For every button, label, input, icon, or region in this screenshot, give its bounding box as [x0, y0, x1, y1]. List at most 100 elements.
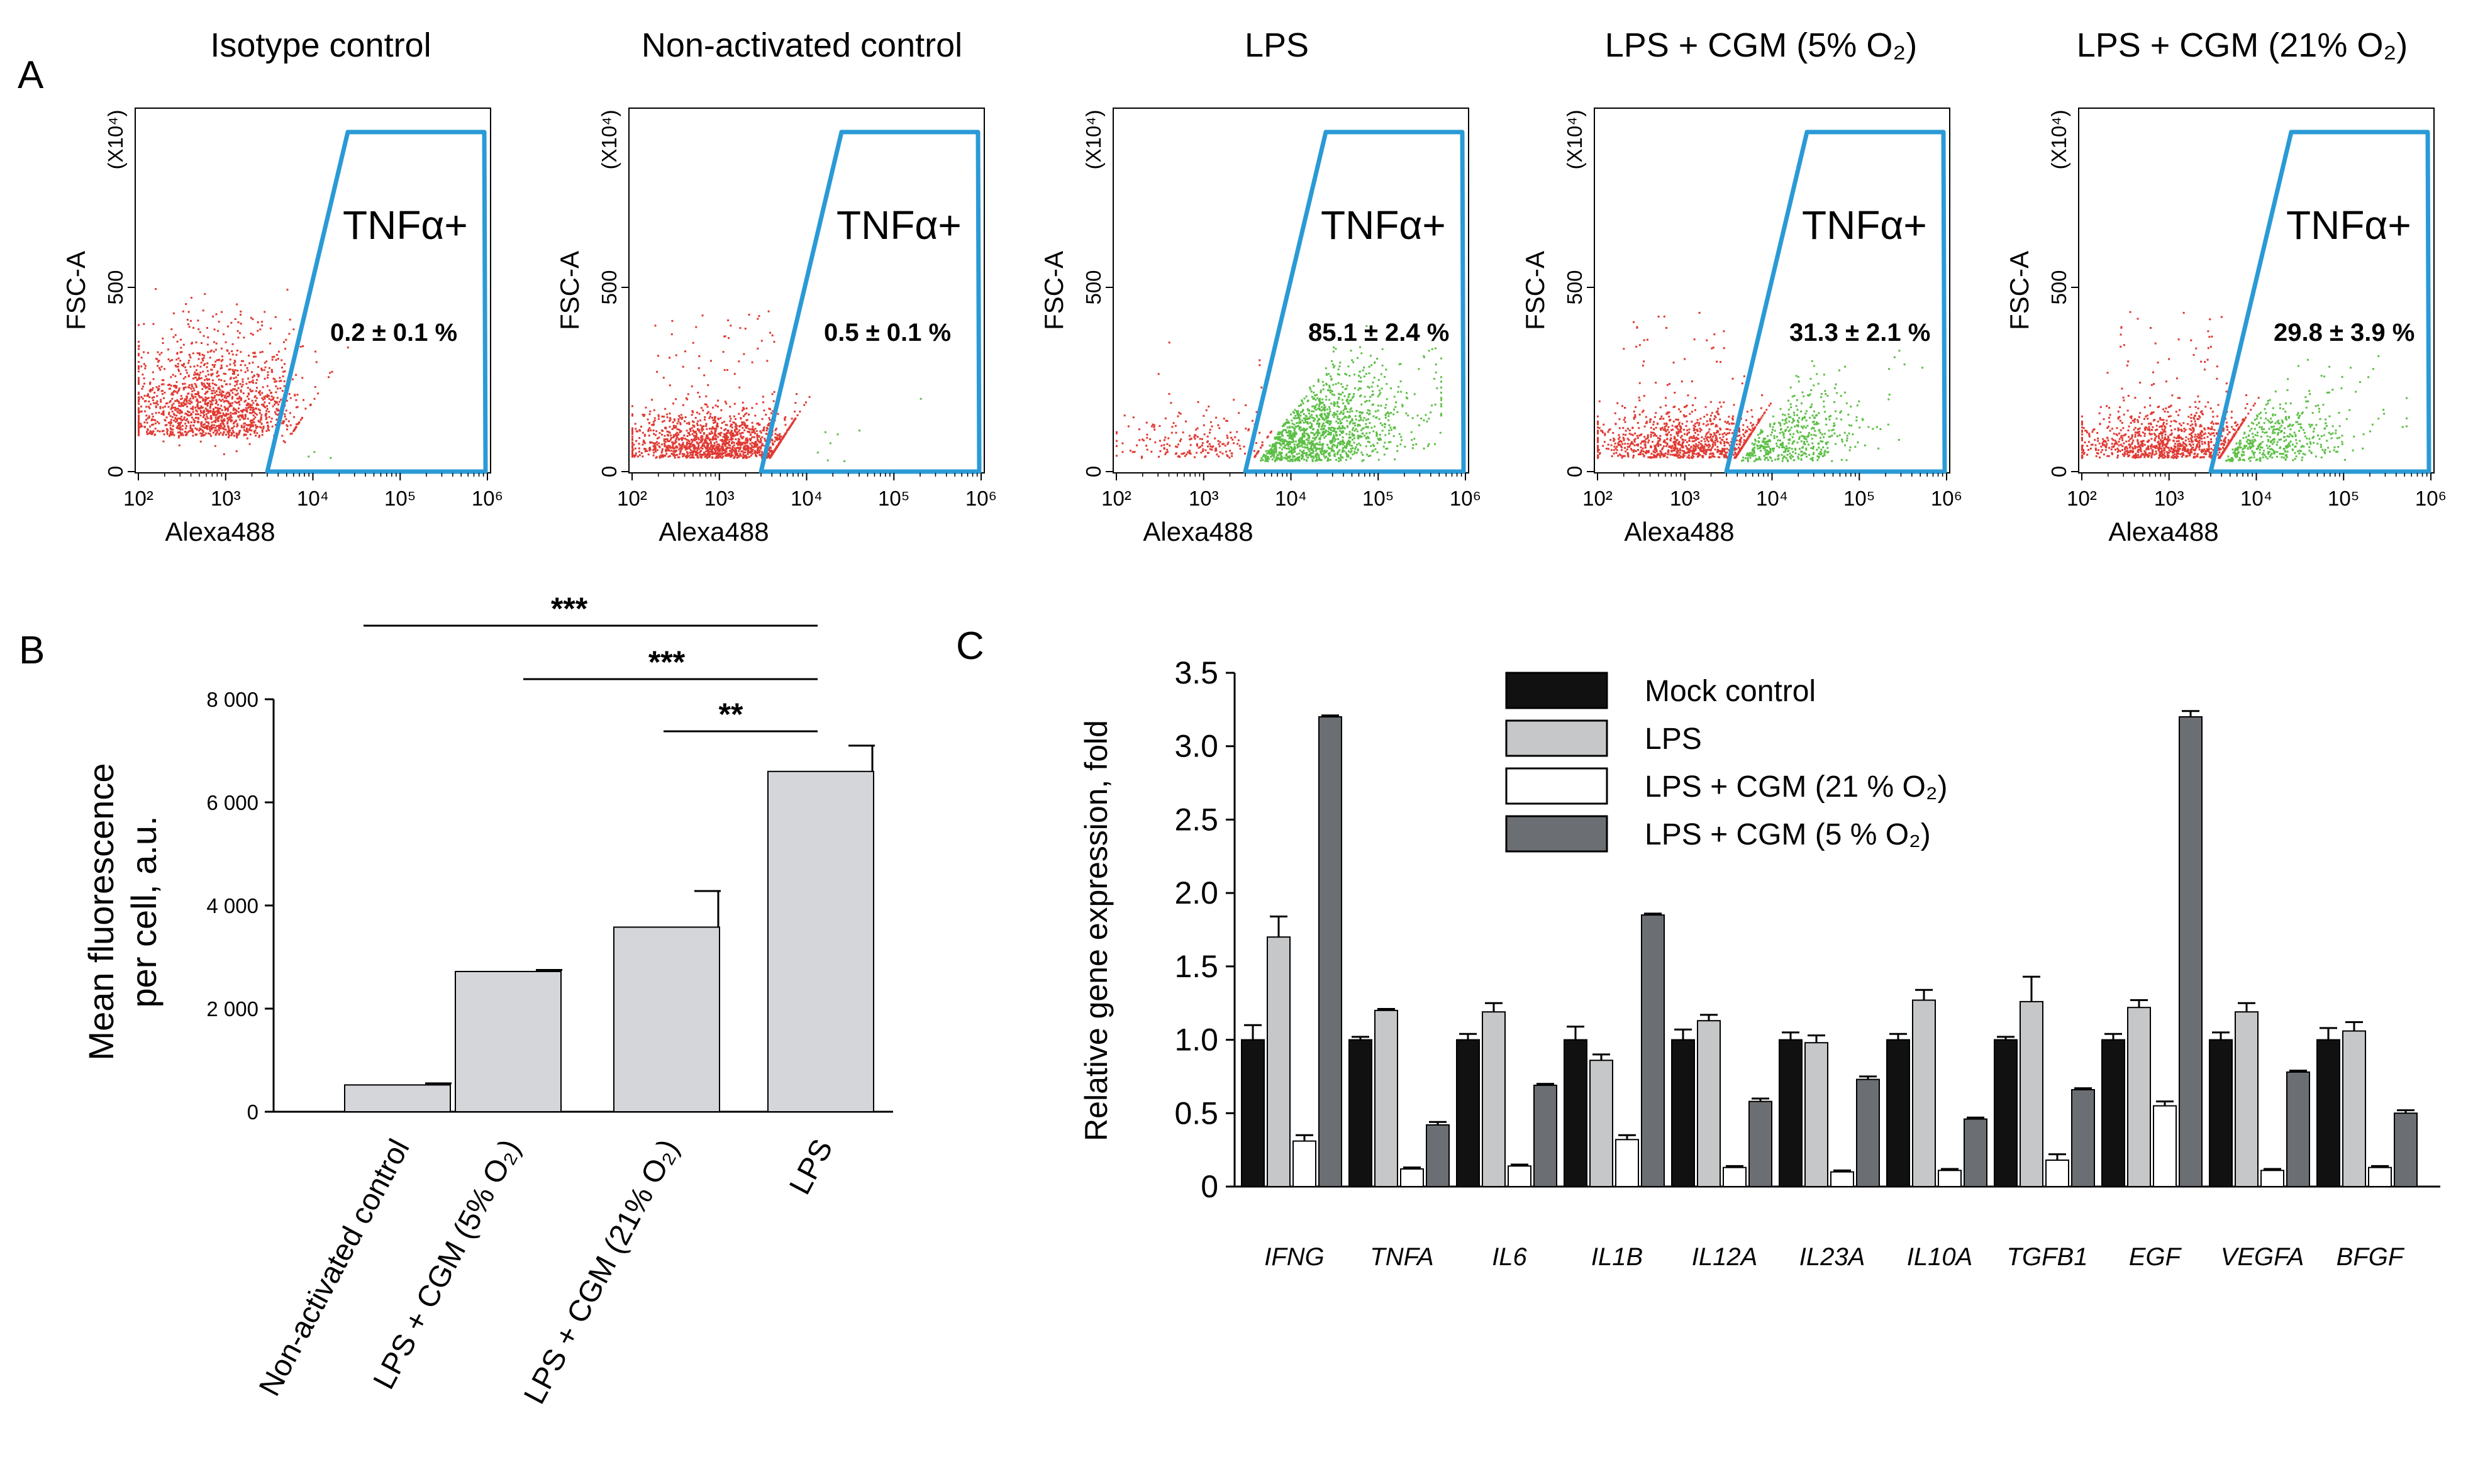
- panel-b-significance: *** *** **: [364, 591, 818, 733]
- bar: [1994, 1039, 2018, 1187]
- negative-events: [1116, 341, 1272, 459]
- y-tick-label: 2 000: [206, 997, 258, 1021]
- panel-b-bar-chart: B Mean fluorescence per cell, a.u. 0 2 00…: [19, 591, 893, 1409]
- y-tick-label: 0.5: [1174, 1095, 1218, 1131]
- y-tick-label: 8 000: [206, 688, 258, 711]
- x-tick-label: 10⁵: [384, 487, 416, 510]
- panel-c-legend: Mock control LPS LPS + CGM (21 % O₂) LPS + …: [1505, 672, 1947, 853]
- gene-label: BFGF: [2337, 1243, 2405, 1271]
- x-tick-label: 10⁵: [2328, 487, 2359, 510]
- bar: [2179, 716, 2203, 1187]
- panel-a-flow-plots: Isotype control TNFα+ 0.2 ± 0.1 % 0 500 (X10⁴…: [61, 26, 2447, 546]
- x-axis-label: Alexa488: [165, 517, 275, 546]
- bar: [1508, 1165, 1531, 1187]
- bar: [1779, 1039, 1803, 1187]
- x-tick-label: 10³: [1670, 487, 1700, 510]
- bar: [1641, 914, 1665, 1187]
- y-tick-label: 0: [247, 1100, 258, 1124]
- flow-plot-title: LPS + CGM (21% O₂): [2077, 26, 2408, 64]
- bar: [2368, 1166, 2392, 1188]
- bar: [1671, 1039, 1695, 1187]
- bar: [1292, 1140, 1316, 1187]
- positive-events: [308, 451, 332, 459]
- legend-label: LPS + CGM (5 % O₂): [1645, 818, 1931, 851]
- x-tick-label: 10⁴: [791, 487, 823, 510]
- x-tick-label: 10⁵: [1362, 487, 1394, 510]
- flow-plot-title: LPS + CGM (5% O₂): [1605, 26, 1918, 64]
- flow-plot-title: LPS: [1245, 26, 1309, 64]
- bar: [613, 926, 720, 1112]
- x-tick-label: 10⁴: [2240, 487, 2272, 510]
- panel-b-ylabel-line2: per cell, a.u.: [124, 816, 164, 1007]
- gate-percent: 29.8 ± 3.9 %: [2274, 319, 2415, 346]
- flow-events: [2081, 311, 2408, 462]
- panel-a-letter: A: [18, 53, 44, 97]
- bar: [1856, 1078, 1880, 1188]
- gate-label: TNFα+: [1321, 202, 1446, 248]
- bar: [1374, 1009, 1398, 1188]
- y-axis-label: FSC-A: [1039, 251, 1069, 330]
- tnfa-gate: [265, 130, 488, 474]
- bar: [1697, 1020, 1721, 1187]
- x-tick-label: 10²: [1101, 487, 1131, 510]
- bar: [1348, 1039, 1372, 1187]
- x-tick-label: 10⁶: [1450, 487, 1481, 510]
- gate-percent: 85.1 ± 2.4 %: [1308, 319, 1449, 346]
- x-tick-label: 10⁵: [878, 487, 909, 510]
- y-tick-label: 500: [104, 270, 127, 304]
- bar: [2235, 1011, 2259, 1187]
- y-multiplier: (X10⁴): [104, 110, 127, 170]
- positive-events: [2225, 355, 2408, 462]
- legend-label: LPS: [1645, 723, 1702, 756]
- flow-plot-frame: [135, 108, 491, 473]
- flow-plot-5: LPS + CGM (21% O₂) TNFα+ 29.8 ± 3.9 % 0 500 (…: [2004, 26, 2447, 546]
- gene-label: IL1B: [1591, 1243, 1643, 1271]
- x-tick-label: 10²: [2067, 487, 2097, 510]
- panel-c-bar-chart: C Relative gene expression, fold 0 0.5 1.0…: [956, 624, 2440, 1271]
- x-axis-label: Alexa488: [1624, 517, 1734, 546]
- legend-swatch: [1505, 815, 1608, 853]
- bar: [455, 970, 562, 1112]
- x-tick-label: 10²: [1582, 487, 1613, 510]
- bar: [767, 770, 874, 1113]
- gene-label: TNFA: [1370, 1243, 1433, 1271]
- panel-b-ylabel-line1: Mean fluorescence: [81, 763, 121, 1060]
- x-tick-label: 10³: [211, 487, 241, 510]
- flow-plot-title: Isotype control: [210, 26, 431, 64]
- gate-label: TNFα+: [343, 202, 468, 248]
- panel-c-ylabel: Relative gene expression, fold: [1079, 720, 1114, 1141]
- category-label: LPS: [783, 1134, 839, 1200]
- bar: [2045, 1159, 2069, 1188]
- bar: [1748, 1100, 1772, 1188]
- x-tick-label: 10⁴: [1275, 487, 1307, 510]
- negative-events: [2081, 311, 2260, 459]
- y-axis-label: FSC-A: [2004, 251, 2034, 330]
- y-tick-label: 6 000: [206, 791, 258, 814]
- y-tick-label: 4 000: [206, 894, 258, 917]
- y-axis-label: FSC-A: [555, 251, 584, 330]
- bar: [1241, 1039, 1265, 1187]
- bar: [1723, 1166, 1747, 1188]
- y-tick-label: 1.5: [1174, 949, 1218, 984]
- flow-events: [1597, 312, 1923, 462]
- y-tick-label: 2.0: [1174, 875, 1218, 911]
- bar: [2153, 1105, 2177, 1187]
- gate-percent: 0.5 ± 0.1 %: [824, 319, 951, 346]
- y-multiplier: (X10⁴): [1563, 110, 1586, 170]
- y-tick-label: 500: [1082, 270, 1105, 304]
- tnfa-gate: [1243, 130, 1466, 474]
- bar: [1400, 1168, 1424, 1187]
- tnfa-gate: [2208, 130, 2431, 474]
- gene-label: IL23A: [1799, 1243, 1865, 1271]
- y-axis-label: FSC-A: [1520, 251, 1550, 330]
- gate-label: TNFα+: [2286, 202, 2411, 248]
- bar: [2071, 1088, 2095, 1187]
- gate-percent: 31.3 ± 2.1 %: [1789, 319, 1930, 346]
- flow-plot-2: Non-activated control TNFα+ 0.5 ± 0.1 % 0 50…: [555, 26, 997, 546]
- bar: [1589, 1060, 1613, 1188]
- bar: [1426, 1124, 1450, 1187]
- legend-swatch: [1505, 719, 1608, 757]
- bar: [2316, 1039, 2340, 1187]
- x-tick-label: 10⁶: [472, 487, 503, 510]
- y-tick-label: 1.0: [1174, 1022, 1218, 1058]
